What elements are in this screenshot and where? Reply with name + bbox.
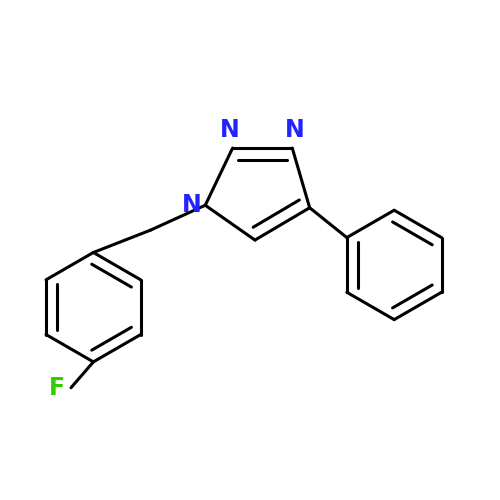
- Text: F: F: [49, 376, 65, 400]
- Text: N: N: [285, 118, 304, 142]
- Text: N: N: [182, 193, 202, 217]
- Text: N: N: [220, 118, 240, 142]
